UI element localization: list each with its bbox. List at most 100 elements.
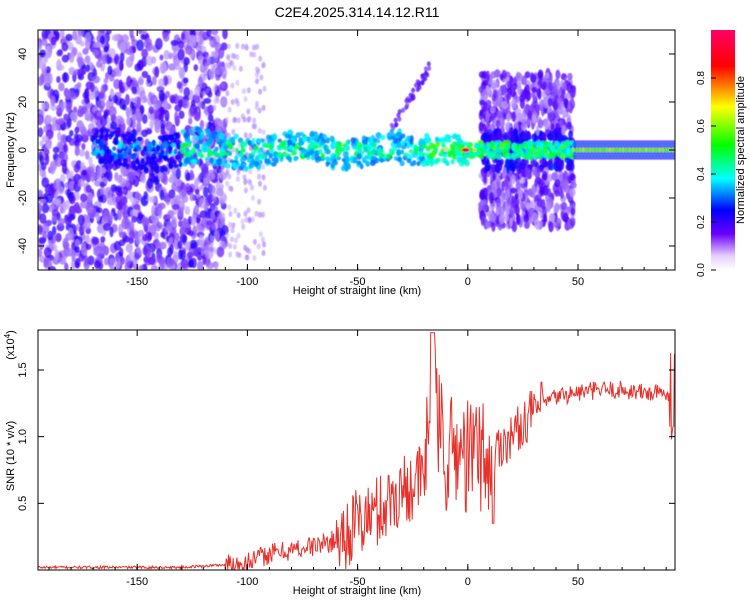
spectrogram-cell	[207, 137, 214, 143]
spectrogram-cell	[134, 96, 142, 103]
spectrogram-x-tick-label: 50	[572, 276, 584, 288]
spectrogram-cell	[142, 145, 148, 152]
spectrogram-cell	[221, 242, 226, 249]
spectrogram-cell	[588, 147, 592, 153]
spectrogram-cell	[104, 128, 111, 134]
spectrogram-cell	[168, 133, 174, 141]
spectrogram-cell	[197, 174, 202, 181]
spectrogram-cell	[207, 54, 212, 61]
spectrogram-cell	[104, 154, 110, 162]
spectrogram-cell	[222, 30, 228, 40]
snr-x-tick-label: -100	[236, 576, 258, 588]
spectrogram-cell	[521, 122, 528, 131]
spectrogram-cell	[219, 229, 226, 237]
spectrogram-cell	[569, 216, 576, 228]
spectrogram-cell	[252, 51, 257, 58]
spectrogram-cell	[79, 193, 88, 203]
spectrogram-cell	[204, 111, 209, 118]
spectrogram-cell	[561, 124, 566, 136]
spectrogram-cell	[205, 224, 210, 231]
snr-x-tick-label: -150	[126, 576, 148, 588]
spectrogram-cell	[426, 137, 431, 142]
spectrogram-cell	[121, 143, 127, 149]
spectrogram-cell	[592, 142, 595, 146]
spectrogram-cell	[498, 205, 505, 217]
spectrogram-cell	[216, 91, 221, 98]
spectrogram-cell	[213, 188, 218, 195]
spectrogram-cell	[560, 145, 566, 150]
spectrogram-cell	[54, 157, 63, 167]
snr-x-label: Height of straight line (km)	[293, 585, 421, 597]
spectrogram-cell	[211, 206, 216, 213]
spectrogram-cell	[388, 148, 394, 155]
spectrogram-cell	[137, 229, 145, 238]
spectrogram-cell	[504, 157, 511, 167]
spectrogram-cell	[262, 241, 267, 248]
spectrogram-cell	[230, 99, 235, 105]
spectrogram-cell	[220, 166, 225, 173]
spectrogram-cell	[537, 178, 544, 189]
spectrogram-cell	[124, 93, 130, 106]
spectrogram-cell	[39, 154, 45, 166]
spectrogram-cell	[67, 227, 74, 240]
spectrogram-cell	[490, 71, 497, 79]
spectrogram-cell	[261, 250, 266, 256]
spectrogram-cell	[195, 217, 201, 224]
spectrogram-cell	[41, 102, 46, 111]
spectrogram-cell	[171, 216, 178, 228]
spectrogram-cell	[565, 163, 572, 171]
spectrogram-cell	[129, 30, 134, 39]
spectrogram-cell	[521, 203, 526, 213]
spectrogram-cell	[514, 160, 519, 169]
spectrogram-cell	[151, 76, 157, 86]
spectrogram-cell	[160, 257, 166, 269]
spectrogram-cell	[671, 154, 675, 158]
spectrogram-cell	[261, 174, 266, 181]
spectrogram-cell	[508, 206, 516, 215]
spectrogram-cell	[330, 161, 336, 169]
spectrogram-cell	[219, 192, 227, 204]
spectrogram-cell	[608, 147, 612, 153]
spectrogram-cell	[127, 251, 136, 262]
spectrogram-cell	[112, 146, 117, 151]
spectrogram-cell	[105, 148, 110, 155]
spectrogram-cell	[154, 66, 160, 78]
spectrogram-cell	[525, 202, 530, 210]
spectrogram-cell	[177, 207, 184, 217]
spectrogram-cell	[160, 63, 166, 74]
spectrogram-cell	[177, 47, 185, 60]
spectrogram-cell	[185, 183, 191, 191]
spectrogram-cell	[386, 131, 392, 138]
spectrogram-cell	[605, 147, 609, 153]
spectrogram-cell	[100, 149, 105, 157]
spectrogram-cell	[537, 69, 544, 79]
spectrogram-cell	[76, 56, 83, 64]
spectrogram-cell	[187, 216, 193, 225]
spectrogram-cell	[424, 132, 430, 140]
spectrogram-cell	[126, 75, 132, 88]
spectrogram-cell	[219, 63, 224, 69]
spectrogram-cell	[399, 160, 405, 167]
spectrogram-cell	[501, 100, 508, 110]
chart-title: C2E4.2025.314.14.12.R11	[275, 4, 440, 20]
spectrogram-cell	[585, 147, 589, 153]
spectrogram-cell	[163, 99, 169, 111]
spectrogram-cell	[89, 81, 95, 93]
spectrogram-cell	[578, 147, 582, 153]
spectrogram-cell	[524, 71, 531, 79]
spectrogram-cell	[38, 225, 44, 235]
spectrogram-cell	[197, 41, 202, 48]
spectrogram-cell	[113, 240, 121, 251]
spectrogram-cell	[221, 217, 226, 224]
spectrogram-cell	[225, 232, 230, 239]
spectrogram-cell	[128, 228, 135, 241]
spectrogram-cell	[456, 138, 463, 145]
spectrogram-cell	[117, 143, 122, 150]
spectrogram-cell	[193, 64, 199, 72]
spectrogram-cell	[514, 192, 519, 200]
spectrogram-cell	[153, 109, 160, 117]
spectrogram-cell	[262, 85, 267, 92]
spectrogram-cell	[239, 156, 246, 164]
spectrogram-cell	[356, 141, 362, 148]
spectrogram-cell	[506, 152, 512, 160]
